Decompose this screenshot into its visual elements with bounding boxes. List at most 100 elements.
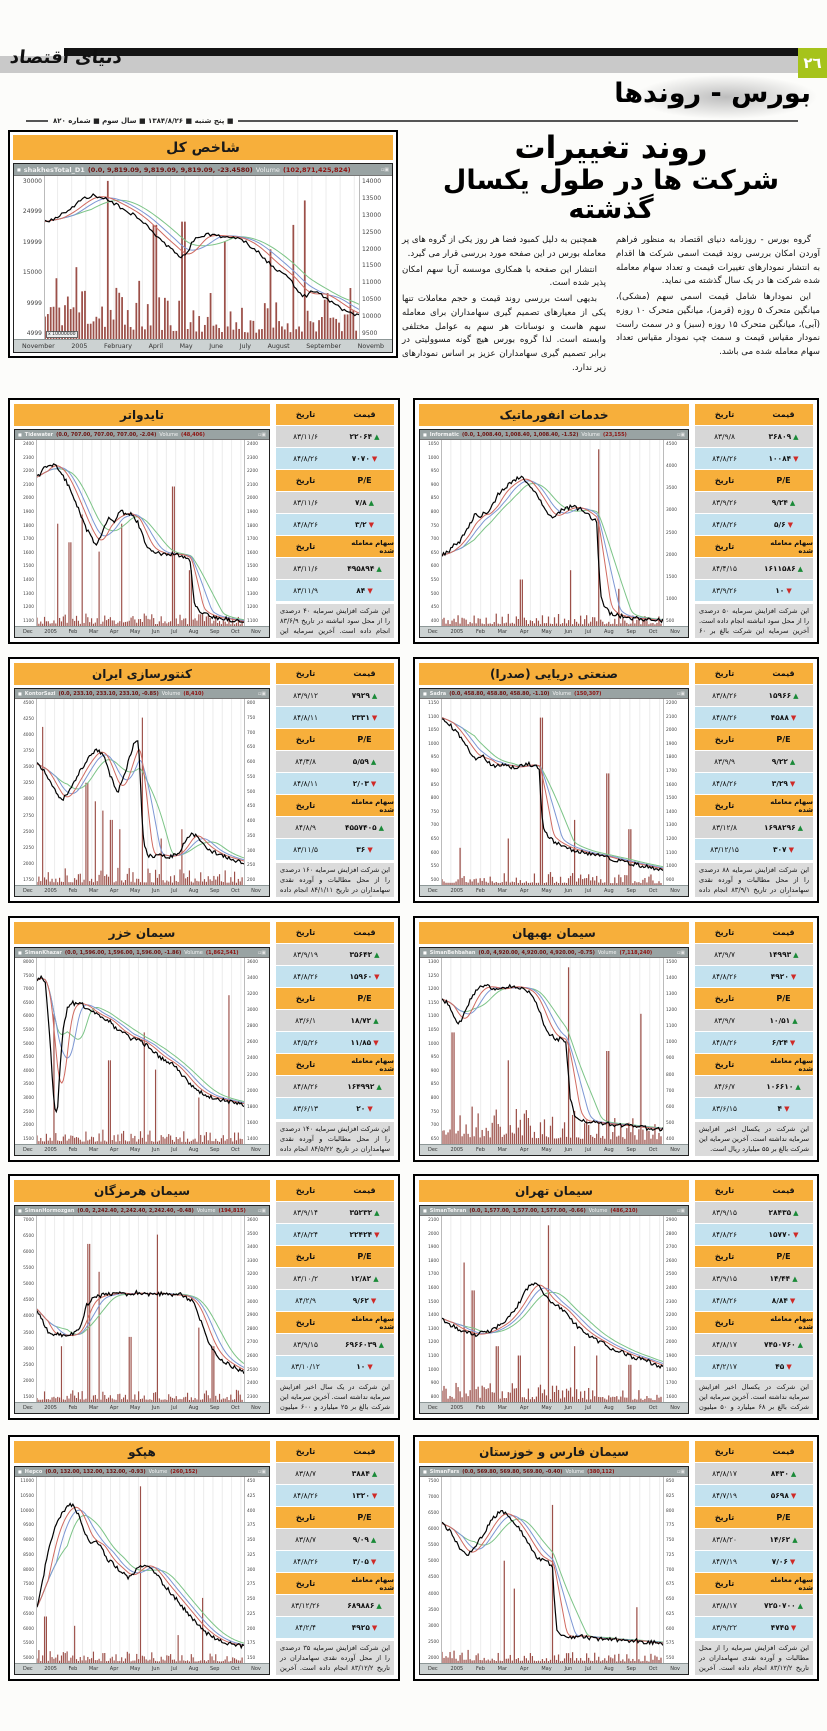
axis-tick-label: 850 — [430, 782, 439, 788]
statusbar-square-icon: ■ — [18, 1208, 22, 1213]
axis-tick-label: 2300 — [23, 455, 34, 461]
date-cell: ۸۳/۱۲/۲۶ — [291, 1601, 320, 1610]
axis-tick-label: 2100 — [666, 1326, 677, 1332]
section-title-shadow — [631, 74, 821, 120]
axis-tick-label: 3000 — [23, 1346, 34, 1352]
table-header-row: P/E تاریخ — [695, 1246, 813, 1267]
axis-tick-label: 1000 — [428, 741, 439, 747]
company-panel: سیمان فارس و خوزستان ■ SimanFars (0.0, 569.… — [413, 1435, 819, 1681]
company-title: سیمان تهران — [419, 1180, 689, 1202]
header-date-label: تاریخ — [714, 1252, 735, 1261]
up-arrow-icon: ▲ — [371, 691, 378, 700]
window-buttons-icon: ▫▣ — [257, 949, 266, 956]
axis-tick-label: 3500 — [23, 1330, 34, 1336]
value-text: ۱۳۲۰ — [351, 1491, 370, 1500]
axis-tick-label: 2100 — [247, 482, 258, 488]
axis-tick-label: 1150 — [428, 1000, 439, 1006]
value-text: ۱۰۶۶۱۰ — [766, 1082, 794, 1091]
axis-tick-label: 225 — [247, 1611, 256, 1617]
company-note: این شرکت در یک سال اخیر افزایش سرمایه ند… — [276, 1380, 394, 1414]
axis-tick-label: 2000 — [23, 861, 34, 867]
axis-tick-label: 19999 — [22, 238, 42, 246]
axis-tick-label: 800 — [666, 1072, 675, 1078]
value-cell: ▲ ۱۴/۴۴ — [754, 1268, 813, 1289]
value-text: ۱۰/۵۱ — [769, 1016, 791, 1025]
statusbar-volume-label: Volume — [597, 949, 617, 956]
value-cell: ▼ ۸/۸۴ — [754, 1290, 813, 1311]
left-axis: 7500 7000 6500 6000 5500 5000 4500 4000 3500 3000… — [420, 1477, 441, 1663]
axis-tick-label: 1200 — [428, 1340, 439, 1346]
axis-tick-label: 5000 — [428, 1559, 439, 1565]
month-label: Feb — [476, 1405, 485, 1411]
axis-tick-label: 1400 — [428, 1313, 439, 1319]
axis-tick-label: 300 — [247, 848, 256, 854]
value-cell: ▲ ۷۹۲۹ — [335, 685, 394, 706]
article-paragraph: گروه بورس - روزنامه دنیای اقتصاد به منظو… — [616, 235, 820, 287]
axis-tick-label: 450 — [247, 804, 256, 810]
header-shares-label: سهام معامله شده — [351, 538, 394, 555]
down-arrow-icon: ▼ — [787, 520, 794, 529]
date-cell: ۸۴/۸/۱۱ — [293, 779, 318, 788]
value-cell: ▼ ۴۹۲۰ — [754, 966, 813, 987]
month-label: Apr — [109, 629, 119, 635]
statusbar-ohlc: (0.0, 1,596.00, 1,596.00, 1,596.00, -1.8… — [64, 949, 182, 956]
company-note: این شرکت افزایش سرمایه ۱۶۰ درصدی را از م… — [276, 863, 394, 897]
axis-tick-label: 800 — [430, 1096, 439, 1102]
axis-tick-label: 7000 — [428, 1495, 439, 1501]
company-title: خدمات انفورماتیک — [419, 404, 689, 426]
table-data-row: ▼ ۷۰۷۰ ۸۴/۸/۲۶ — [276, 448, 394, 469]
value-text: ۳/۰۵ — [352, 1557, 369, 1566]
axis-tick-label: 8000 — [23, 1567, 34, 1573]
month-label: Sep — [626, 1666, 636, 1672]
value-text: ۴۵ — [775, 1362, 785, 1371]
value-cell: ▼ ۱۰ — [335, 1356, 394, 1377]
mini-chart-statusbar: ■ SimanKhazar (0.0, 1,596.00, 1,596.00, 1,… — [15, 948, 269, 958]
header-date-label: تاریخ — [295, 1579, 316, 1588]
company-panel: سیمان بهبهان ■ SimanBehbahan (0.0, 4,920.00… — [413, 916, 819, 1162]
axis-tick-label: 1100 — [666, 1024, 677, 1030]
month-label: May — [179, 342, 193, 350]
down-arrow-icon: ▼ — [368, 520, 375, 529]
month-label: Sep — [626, 1405, 636, 1411]
table-data-row: ▲ ۴۹۵۸۹۴ ۸۳/۱۱/۶ — [276, 558, 394, 579]
month-label: Sep — [209, 1147, 220, 1153]
date-cell: ۸۴/۷/۱۹ — [712, 1557, 737, 1566]
axis-tick-label: 6500 — [23, 1234, 34, 1240]
statusbar-volume-value: (380,112) — [587, 1468, 615, 1475]
axis-tick-label: 625 — [666, 1611, 675, 1617]
down-arrow-icon: ▼ — [786, 586, 792, 595]
axis-tick-label: 800 — [430, 510, 439, 516]
axis-tick-label: 5000 — [23, 1282, 34, 1288]
company-chart-column: سیمان تهران ■ SimanTehran (0.0, 1,577.00, 1… — [419, 1180, 689, 1414]
axis-tick-label: 2000 — [666, 1340, 677, 1346]
month-label: September — [306, 342, 342, 350]
value-cell: ▼ ۳/۲۹ — [754, 773, 813, 794]
month-label: Apr — [519, 629, 529, 635]
month-label: May — [541, 1147, 552, 1153]
statusbar-volume-label: Volume — [159, 431, 179, 438]
down-arrow-icon: ▼ — [370, 1296, 377, 1305]
table-data-row: ▼ ۶/۲۴ ۸۴/۸/۲۶ — [695, 1032, 813, 1053]
mini-chart-statusbar: ■ SimanFars (0.0, 569.80, 569.80, 569.80, … — [420, 1467, 688, 1477]
axis-tick-label: 3500 — [247, 1231, 258, 1237]
date-cell: ۸۳/۱۲/۱۵ — [710, 845, 739, 854]
price-volume-chart — [442, 440, 663, 626]
price-volume-chart — [37, 1216, 244, 1402]
plot-area — [441, 699, 664, 885]
company-chart-frame: ■ SimanHormozgan (0.0, 2,242.40, 2,242.40,… — [14, 1205, 270, 1414]
month-label: Feb — [476, 1666, 485, 1672]
axis-tick-label: 900 — [666, 1056, 675, 1062]
axis-tick-label: 500 — [666, 1120, 675, 1126]
header-pe-label: P/E — [776, 1513, 791, 1522]
table-data-row: ▲ ۷۴۵۰۷۶۰ ۸۴/۸/۱۷ — [695, 1334, 813, 1355]
chart-body: 1300 1250 1200 1150 1100 1050 1000 950 900 850 800… — [420, 958, 688, 1144]
month-label: May — [129, 1147, 141, 1153]
axis-tick-label: 1100 — [428, 714, 439, 720]
table-header-row: سهام معامله شده تاریخ — [695, 1312, 813, 1333]
value-cell: ▲ ۱۸/۷۲ — [335, 1010, 394, 1031]
axis-tick-label: 900 — [430, 1068, 439, 1074]
month-label: Jun — [151, 1405, 160, 1411]
table-data-row: ▲ ۵/۵۹ ۸۴/۳/۸ — [276, 751, 394, 772]
axis-tick-label: 1600 — [247, 550, 258, 556]
